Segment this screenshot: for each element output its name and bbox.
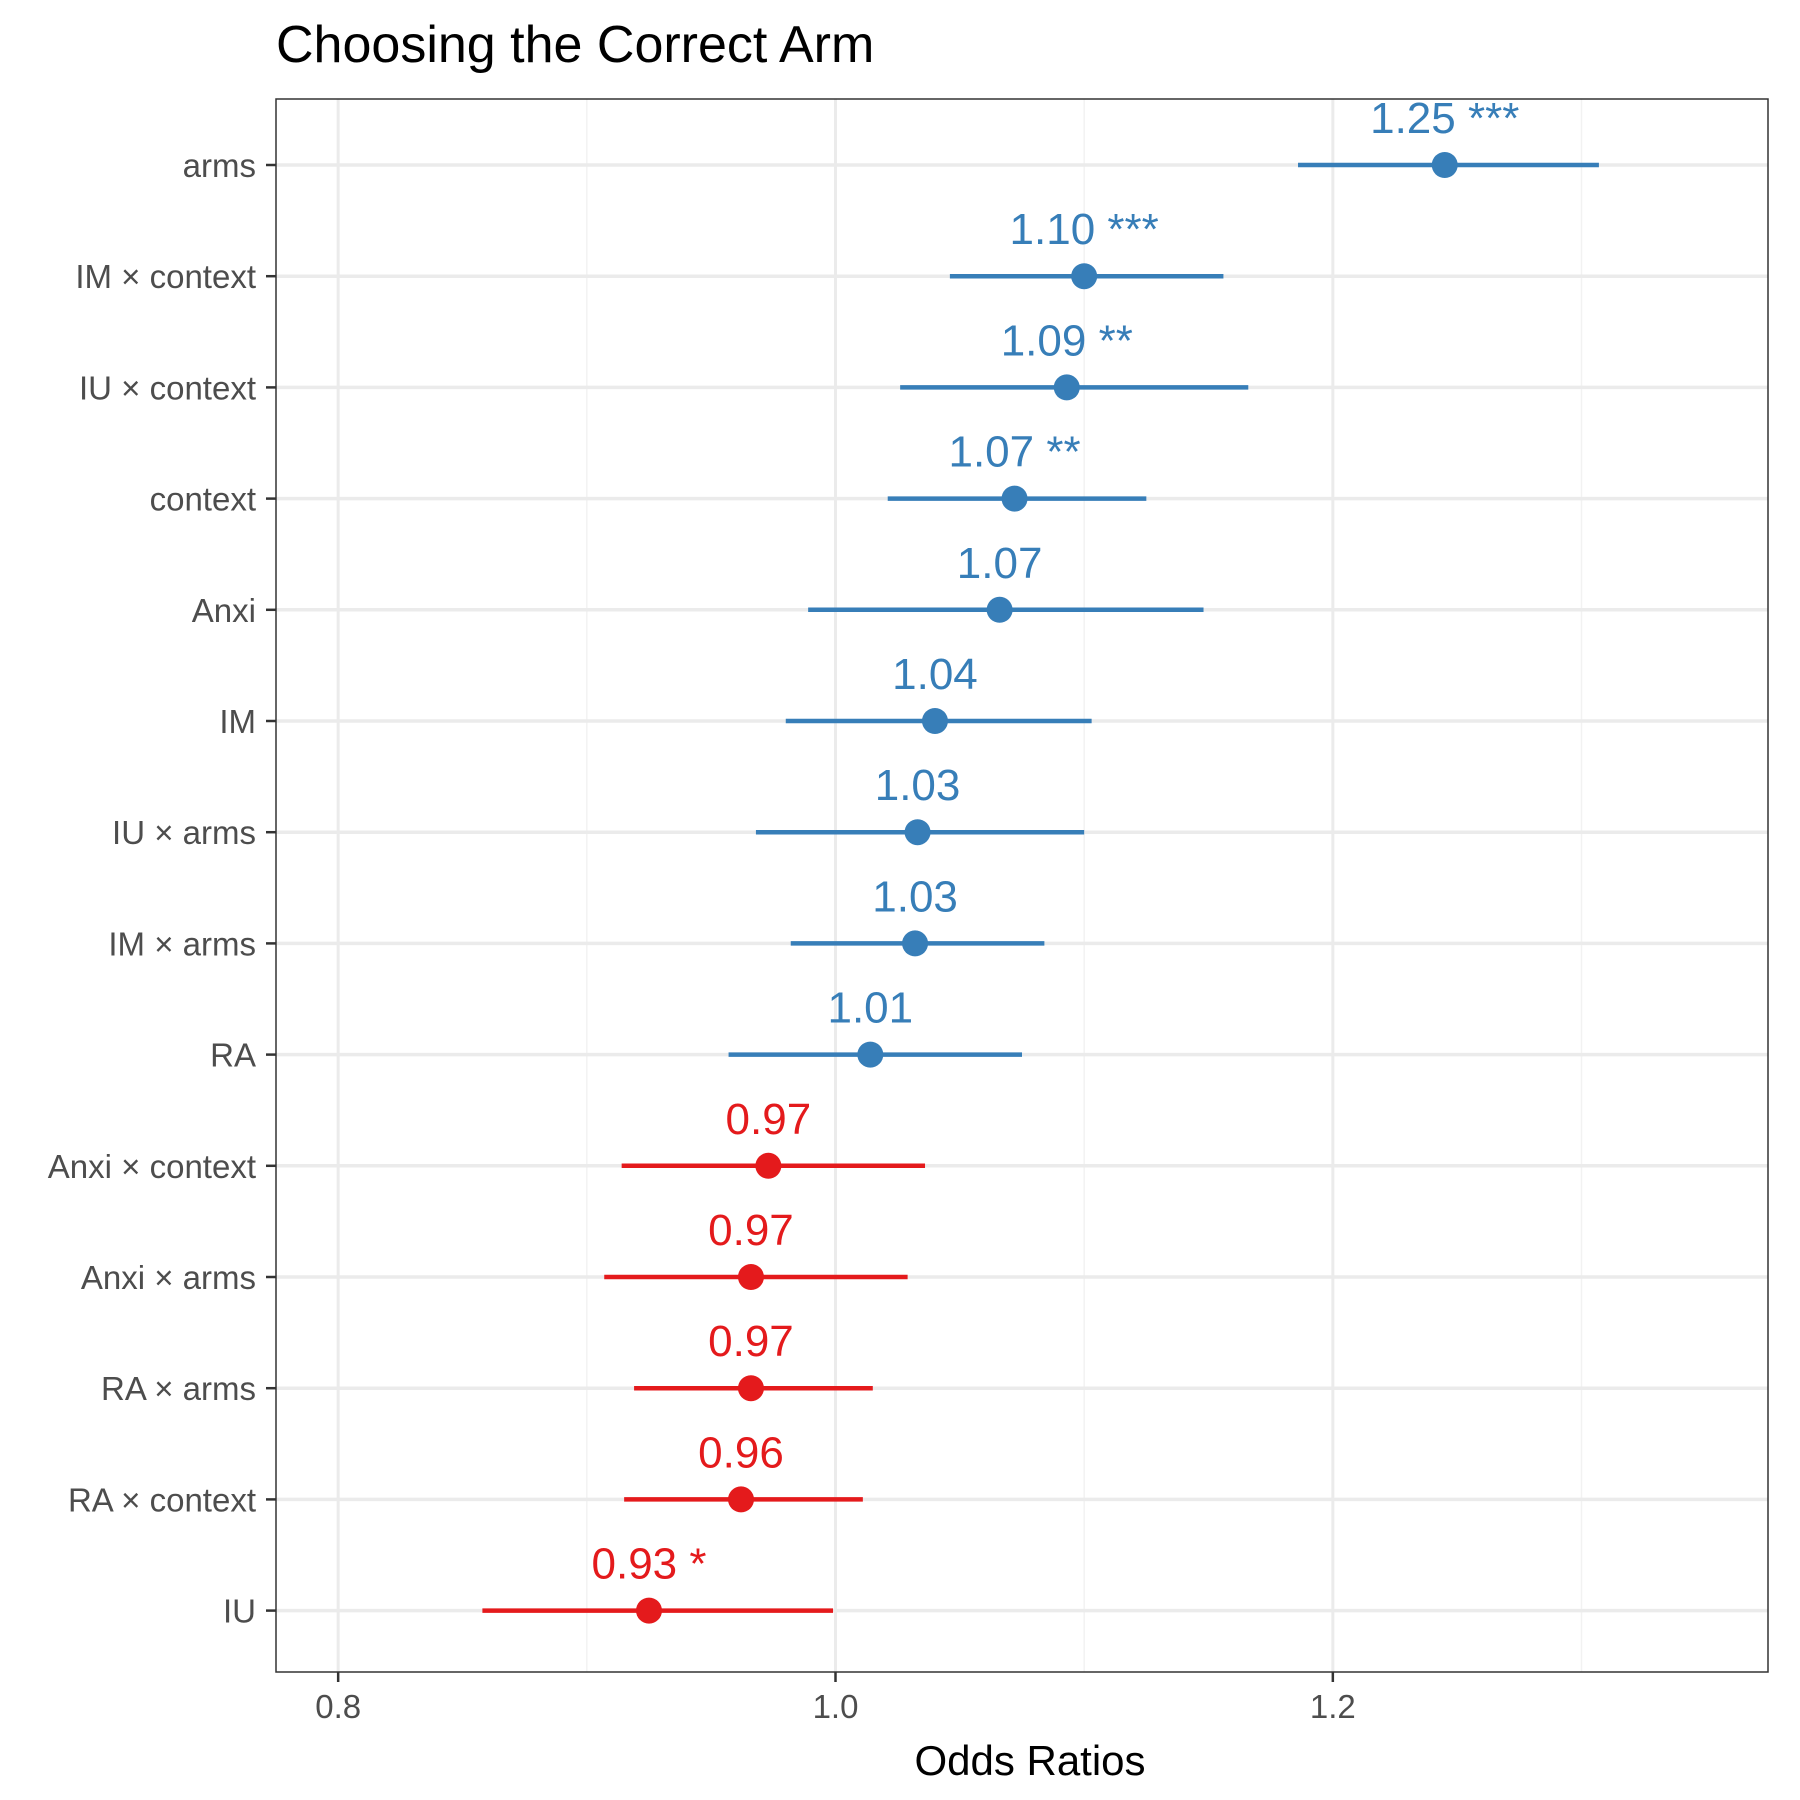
- estimate-point: [1071, 263, 1098, 290]
- y-tick-label: IU: [223, 1593, 256, 1630]
- estimate-point: [921, 708, 948, 734]
- chart-marks: 1.25 *** 1.10 *** 1.09 ** 1.07 ** 1.07 1.04 1.…: [482, 94, 1599, 1624]
- y-tick-label: Anxi × context: [48, 1148, 256, 1185]
- estimate-point: [904, 819, 931, 846]
- estimate-label: 1.25 ***: [1370, 94, 1519, 143]
- chart-title: Choosing the Correct Arm: [276, 16, 874, 74]
- x-tick-label: 1.2: [1310, 1688, 1356, 1725]
- estimate-point: [1431, 152, 1458, 178]
- y-tick-label: RA × arms: [101, 1370, 256, 1407]
- estimate-label: 1.03: [875, 761, 961, 810]
- estimate-point: [902, 930, 929, 957]
- y-tick-label: IM × context: [75, 258, 256, 295]
- y-tick-label: IU × arms: [112, 814, 256, 851]
- estimate-point: [986, 596, 1013, 623]
- y-axis: arms IM × context IU × context context Anxi I…: [48, 147, 276, 1630]
- estimate-point: [636, 1597, 662, 1624]
- estimate-label: 0.93 *: [592, 1540, 707, 1589]
- estimate-point: [755, 1152, 782, 1179]
- estimate-point: [857, 1041, 884, 1068]
- estimate-point: [1053, 374, 1080, 401]
- y-tick-label: Anxi × arms: [81, 1259, 256, 1296]
- y-tick-label: IM: [219, 703, 256, 740]
- estimate-label: 0.97: [726, 1095, 812, 1144]
- estimate-point: [737, 1375, 764, 1402]
- y-tick-label: IU × context: [79, 369, 256, 406]
- x-tick-label: 1.0: [813, 1688, 859, 1725]
- estimate-point: [737, 1264, 764, 1290]
- x-axis: 0.8 1.0 1.2: [315, 1672, 1356, 1725]
- estimate-label: 1.07 **: [948, 428, 1080, 477]
- y-tick-label: arms: [183, 147, 256, 184]
- x-tick-label: 0.8: [315, 1688, 361, 1725]
- y-tick-label: RA: [210, 1037, 256, 1074]
- estimate-label: 0.96: [698, 1428, 784, 1477]
- y-tick-label: IM × arms: [108, 925, 256, 962]
- estimate-label: 1.03: [872, 872, 958, 921]
- estimate-label: 1.04: [892, 650, 978, 699]
- x-axis-label: Odds Ratios: [914, 1737, 1145, 1784]
- estimate-label: 0.97: [708, 1317, 794, 1366]
- estimate-label: 1.01: [827, 984, 913, 1033]
- estimate-point: [728, 1486, 755, 1513]
- estimate-label: 0.97: [708, 1206, 794, 1255]
- plot-panel-border: [275, 98, 1769, 1673]
- estimate-label: 1.07: [957, 539, 1043, 588]
- estimate-label: 1.10 ***: [1010, 205, 1159, 254]
- estimate-label: 1.09 **: [1001, 316, 1133, 365]
- estimate-point: [1001, 485, 1028, 512]
- y-tick-label: Anxi: [192, 592, 256, 629]
- y-tick-label: context: [150, 481, 256, 518]
- y-tick-label: RA × context: [68, 1481, 256, 1518]
